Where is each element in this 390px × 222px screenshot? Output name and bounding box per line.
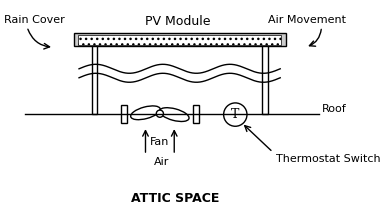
Polygon shape (92, 46, 97, 114)
Circle shape (223, 103, 247, 126)
Text: Air: Air (154, 157, 169, 167)
Text: Roof: Roof (321, 104, 346, 114)
Text: T: T (231, 108, 239, 121)
Ellipse shape (131, 106, 160, 120)
Polygon shape (121, 105, 127, 123)
Ellipse shape (160, 108, 189, 121)
Text: Air Movement: Air Movement (268, 15, 346, 25)
Circle shape (156, 110, 163, 117)
Polygon shape (193, 105, 199, 123)
Text: Thermostat Switch: Thermostat Switch (276, 154, 380, 164)
Text: Rain Cover: Rain Cover (5, 15, 65, 25)
Polygon shape (262, 46, 268, 114)
Polygon shape (78, 35, 281, 45)
Text: ATTIC SPACE: ATTIC SPACE (131, 192, 219, 205)
Polygon shape (74, 33, 285, 46)
Text: PV Module: PV Module (145, 15, 211, 28)
Text: Fan: Fan (150, 137, 170, 147)
